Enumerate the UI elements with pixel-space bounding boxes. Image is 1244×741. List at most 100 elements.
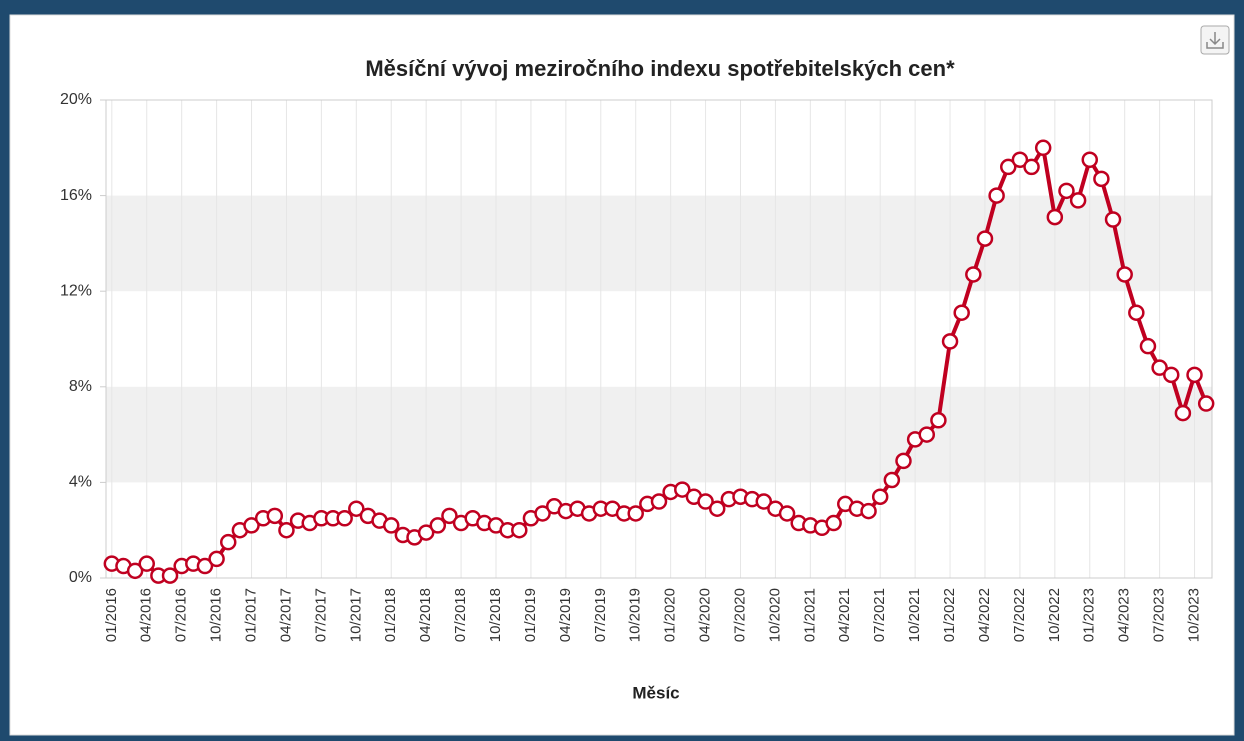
x-tick-label: 07/2018 [452,588,469,642]
data-point [697,493,714,510]
x-tick-label: 01/2018 [382,588,399,642]
data-point [627,505,644,522]
x-axis-label: Měsíc [632,683,679,702]
x-tick-label: 04/2019 [557,588,574,642]
x-tick-label: 07/2022 [1011,588,1028,642]
y-tick-label: 20% [60,91,92,108]
x-tick-label: 07/2021 [871,588,888,642]
data-point [1023,158,1040,176]
chart-title: Měsíční vývoj meziročního indexu spotřeb… [365,56,955,81]
data-point [1116,266,1133,283]
data-point [1128,304,1145,321]
data-point [871,488,889,505]
grid-band [106,386,1212,483]
data-point [208,550,225,568]
x-tick-label: 07/2019 [592,588,609,642]
data-point [860,502,877,520]
data-point [1104,211,1122,228]
data-point [429,517,447,534]
data-point [1151,359,1168,376]
y-tick-label: 8% [69,378,92,395]
data-point [953,304,970,321]
x-tick-label: 10/2018 [487,588,504,642]
x-tick-label: 01/2019 [522,588,539,642]
x-tick-label: 10/2016 [208,588,225,642]
data-point [1069,192,1087,209]
x-tick-label: 10/2019 [627,588,644,642]
x-tick-label: 01/2022 [941,588,958,642]
data-point [348,500,365,517]
data-point [976,230,994,247]
data-point [278,521,295,539]
x-tick-label: 01/2023 [1081,588,1098,642]
x-tick-label: 04/2023 [1116,588,1133,642]
data-point [708,500,726,517]
x-tick-label: 01/2020 [662,588,679,642]
x-tick-label: 04/2022 [976,588,993,642]
data-point [1174,404,1192,422]
data-point [988,187,1005,204]
data-point [1093,170,1110,188]
x-tick-label: 04/2016 [138,588,155,642]
x-tick-label: 10/2017 [347,588,364,642]
data-point [930,412,947,429]
x-tick-label: 04/2018 [417,588,434,642]
data-point [778,505,796,522]
data-point [1034,139,1052,157]
data-point [674,481,691,498]
x-tick-label: 10/2023 [1186,588,1203,642]
data-point [1058,182,1075,200]
x-tick-label: 01/2021 [801,588,818,642]
data-point [755,493,773,510]
x-tick-label: 07/2016 [173,588,190,642]
panel [9,14,1235,736]
data-point [243,517,260,534]
data-point [825,514,842,532]
data-point [1081,151,1099,168]
data-point [1139,337,1157,355]
grid-band [106,195,1212,292]
data-point [382,517,400,534]
data-point [266,507,284,525]
data-point [417,524,435,541]
data-point [534,505,551,522]
data-point [196,557,214,575]
data-point [1011,151,1029,168]
data-point [941,333,959,350]
y-tick-label: 0% [69,569,92,586]
data-point [650,493,668,510]
download-button[interactable] [1200,25,1230,55]
data-point [219,533,237,551]
data-point [1197,395,1215,412]
x-tick-label: 04/2021 [836,588,853,642]
download-icon[interactable] [1206,32,1224,49]
y-tick-label: 16% [60,187,92,204]
data-point [895,452,912,470]
y-tick-label: 4% [69,474,92,491]
x-tick-label: 07/2020 [731,588,748,642]
x-tick-label: 10/2022 [1046,588,1063,642]
x-tick-label: 01/2017 [242,588,259,642]
y-tick-label: 12% [60,282,92,299]
x-tick-label: 07/2017 [312,588,329,642]
data-point [138,555,155,572]
plot-frame [105,99,1213,579]
data-point [883,471,901,489]
data-point [1000,158,1017,176]
data-point [511,521,528,539]
data-point [336,510,353,527]
data-point [1046,208,1064,226]
data-point [965,266,982,283]
data-point [918,426,936,443]
x-tick-label: 10/2020 [766,588,783,642]
x-tick-label: 01/2016 [103,588,120,642]
data-point [1163,366,1180,384]
data-point [161,567,179,584]
x-tick-label: 10/2021 [906,588,923,642]
data-point [1186,366,1203,384]
x-tick-label: 04/2017 [277,588,294,642]
x-tick-label: 07/2023 [1151,588,1168,642]
data-point [441,507,458,525]
